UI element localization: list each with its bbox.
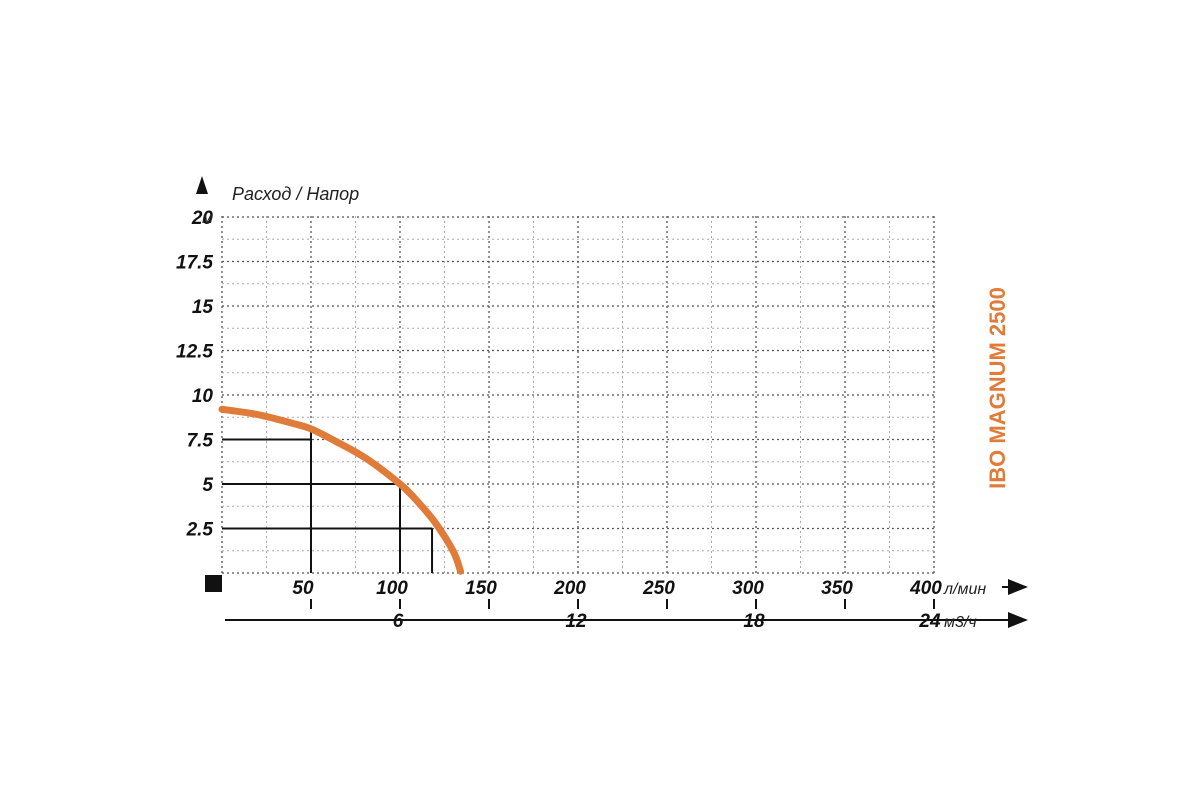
x2-tick-label: 18 xyxy=(743,611,765,632)
y-tick-label: 15 xyxy=(192,297,214,318)
y-axis-arrow-icon xyxy=(196,176,208,194)
x-tick-label: 350 xyxy=(821,578,853,599)
grid xyxy=(221,213,935,574)
x2-tick-label: 24 xyxy=(918,611,941,632)
y-tick-label: 7.5 xyxy=(187,431,214,452)
y-tick-labels: 2.5 5 7.5 10 12.5 15 17.5 20 xyxy=(176,208,213,541)
x2-tick-label: 6 xyxy=(393,611,404,632)
y-tick-label: 17.5 xyxy=(176,253,213,274)
y-tick-label: 2.5 xyxy=(186,520,214,541)
x-tick-label: 150 xyxy=(465,578,497,599)
y-tick-label: 10 xyxy=(192,386,214,407)
x-tick-label: 200 xyxy=(553,578,586,599)
x-tick-label: 250 xyxy=(642,578,675,599)
model-title: IBO MAGNUM 2500 xyxy=(985,287,1010,489)
y-unit-label: м xyxy=(202,210,213,227)
x-tick-labels: 50 100 150 200 250 300 350 400 xyxy=(292,578,942,609)
x2-unit-label: м3/ч xyxy=(944,614,977,631)
y-axis-title: Расход / Напор xyxy=(232,184,359,204)
y-tick-label: 20 xyxy=(191,208,214,229)
x-tick-label: 100 xyxy=(376,578,408,599)
origin-square-icon xyxy=(205,575,222,592)
x-tick-label: 300 xyxy=(732,578,764,599)
y-tick-label: 5 xyxy=(202,475,213,496)
pump-curve-line xyxy=(218,405,465,575)
x-tick-label: 50 xyxy=(292,578,314,599)
x-unit-label: л/мин xyxy=(943,581,986,598)
x-tick-label: 400 xyxy=(909,578,942,599)
x2-tick-label: 12 xyxy=(565,611,587,632)
reference-lines xyxy=(222,427,434,573)
y-tick-label: 12.5 xyxy=(176,342,213,363)
